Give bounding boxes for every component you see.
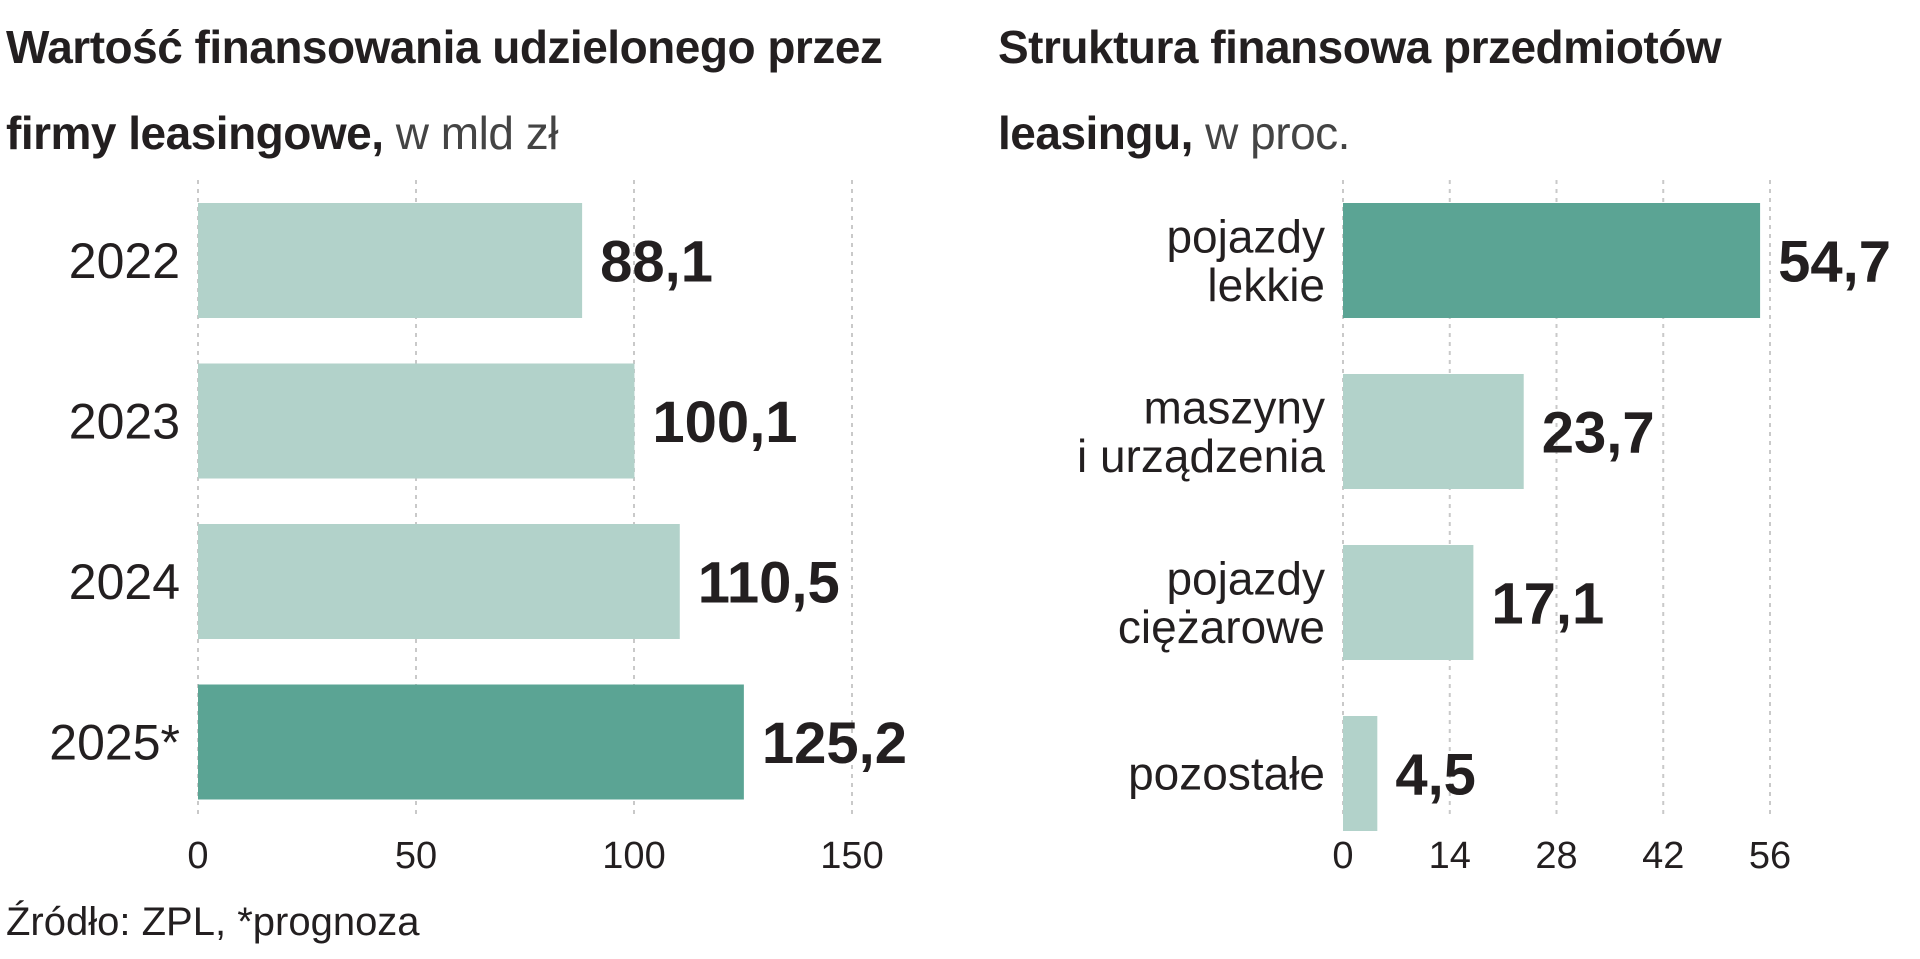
left-bar xyxy=(198,684,744,800)
right-category-label: pojazdy xyxy=(1166,552,1325,604)
chart-title-left-text: Wartość finansowania udzielonego przez f… xyxy=(6,21,883,159)
right-category-label: maszyny xyxy=(1144,381,1325,433)
left-tick-label: 100 xyxy=(602,835,665,877)
right-category-label: ciężarowe xyxy=(1118,601,1325,653)
right-data-label: 17,1 xyxy=(1491,571,1604,636)
chart-title-right: Struktura finansowa przedmiotów leasingu… xyxy=(998,4,1898,176)
right-bar xyxy=(1343,203,1761,318)
right-category-label: lekkie xyxy=(1207,259,1325,311)
right-category-label: pojazdy xyxy=(1166,210,1325,262)
left-category-label: 2025* xyxy=(49,715,180,771)
right-tick-label: 42 xyxy=(1642,835,1684,877)
right-data-label: 54,7 xyxy=(1778,229,1891,294)
left-data-label: 125,2 xyxy=(762,711,907,776)
chart-title-right-text: Struktura finansowa przedmiotów leasingu… xyxy=(998,21,1722,159)
right-tick-label: 56 xyxy=(1749,835,1791,877)
right-category-label: i urządzenia xyxy=(1077,430,1325,482)
chart-title-left: Wartość finansowania udzielonego przez f… xyxy=(6,4,936,176)
left-data-label: 110,5 xyxy=(698,550,840,615)
left-bar xyxy=(198,524,680,639)
left-category-label: 2023 xyxy=(69,394,180,450)
right-tick-label: 28 xyxy=(1535,835,1577,877)
chart-unit-left: w mld zł xyxy=(395,107,559,159)
right-category-label: pozostałe xyxy=(1128,748,1325,800)
left-data-label: 100,1 xyxy=(652,390,797,455)
left-tick-label: 150 xyxy=(820,835,883,877)
left-category-label: 2022 xyxy=(69,233,180,289)
right-tick-label: 0 xyxy=(1332,835,1353,877)
left-bar xyxy=(198,363,635,479)
left-tick-label: 0 xyxy=(187,835,208,877)
right-bar xyxy=(1343,374,1524,489)
left-category-label: 2024 xyxy=(69,554,180,610)
left-data-label: 88,1 xyxy=(600,229,713,294)
right-data-label: 23,7 xyxy=(1542,400,1655,465)
left-tick-label: 50 xyxy=(395,835,437,877)
source-note: Źródło: ZPL, *prognoza xyxy=(6,900,420,944)
right-tick-label: 14 xyxy=(1429,835,1471,877)
left-bar xyxy=(198,203,583,318)
right-bar xyxy=(1343,545,1474,660)
right-bar xyxy=(1343,716,1378,831)
right-data-label: 4,5 xyxy=(1395,742,1476,807)
chart-unit-right: w proc. xyxy=(1205,107,1350,159)
